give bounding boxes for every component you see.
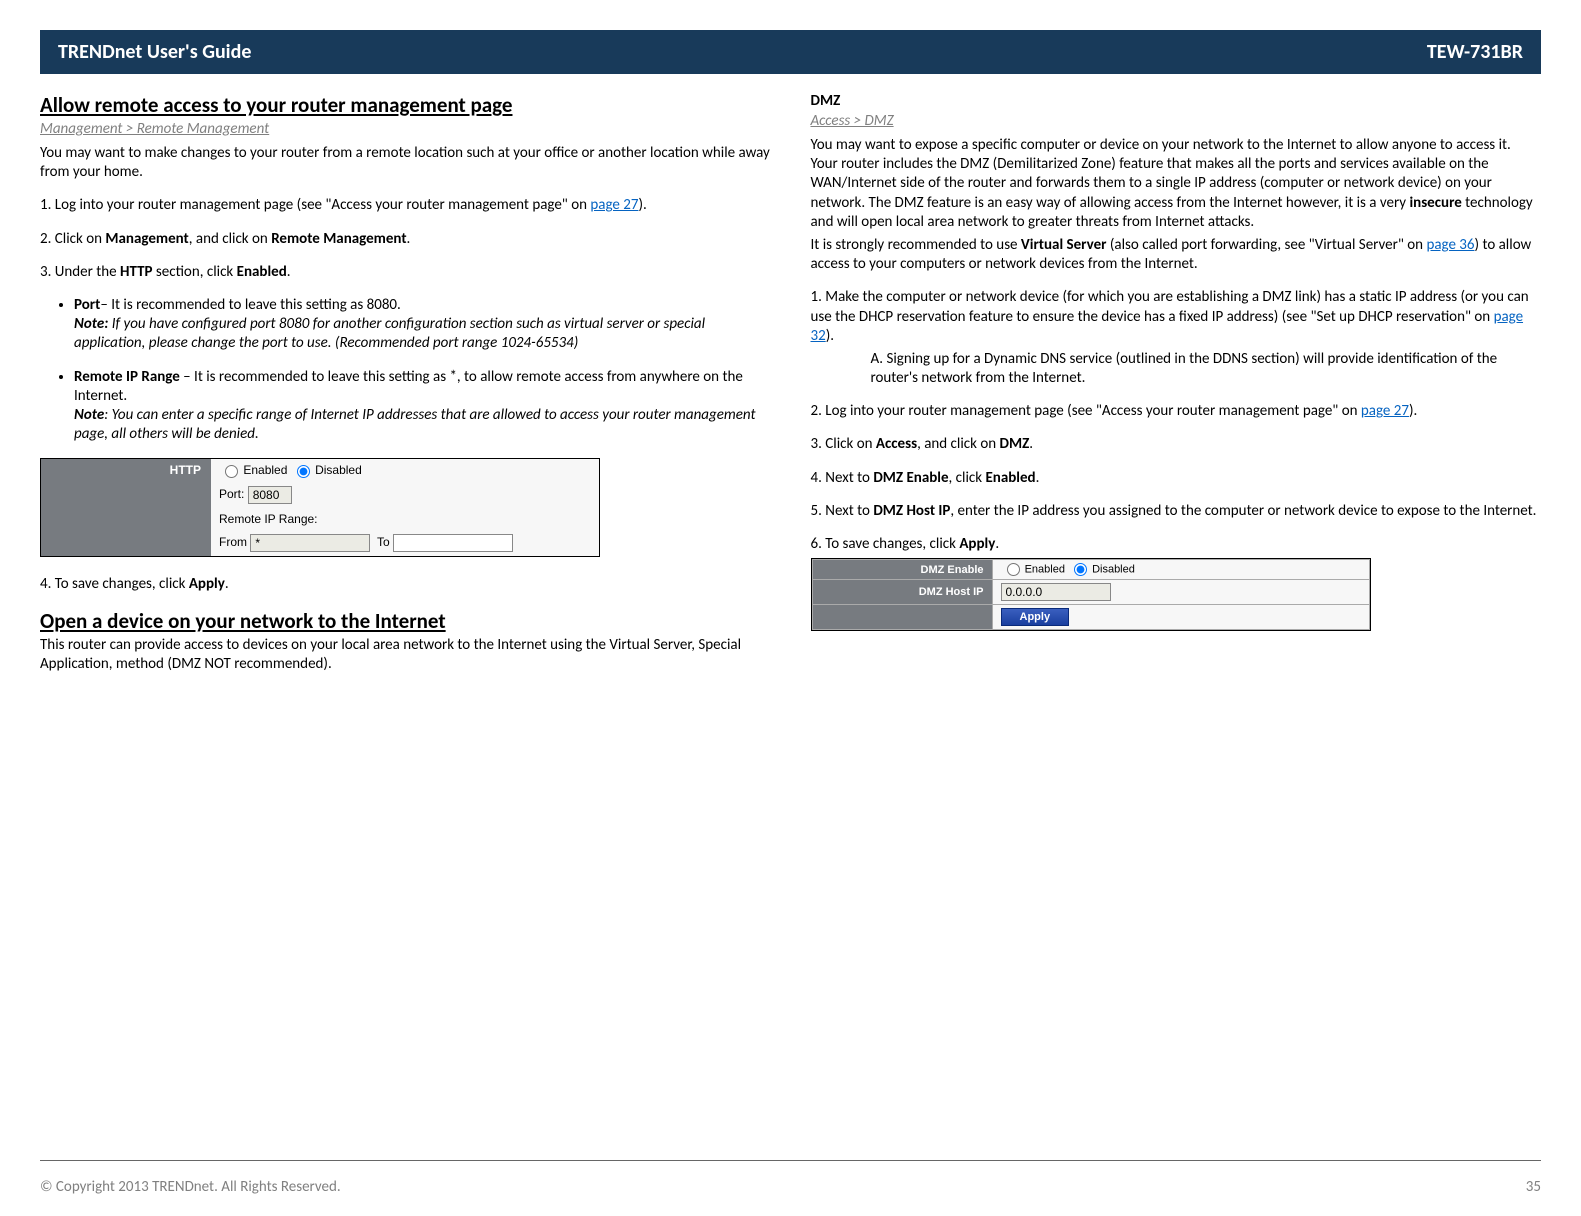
link-page-36[interactable]: page 36: [1426, 236, 1474, 254]
dmz-step-1: 1. Make the computer or network device (…: [811, 288, 1542, 346]
section-title-remote-access: Allow remote access to your router manag…: [40, 92, 771, 118]
footer-rule: [40, 1160, 1541, 1161]
dmz-apply-button[interactable]: Apply: [1001, 608, 1070, 626]
intro-remote: You may want to make changes to your rou…: [40, 144, 771, 182]
http-label-cell: HTTP: [41, 459, 211, 555]
step-4: 4. To save changes, click Apply.: [40, 575, 771, 594]
dmz-intro-p1: You may want to expose a specific comput…: [811, 136, 1542, 232]
dmz-config-screenshot: DMZ Enable Enabled Disabled DMZ Host IP: [811, 558, 1371, 631]
step-3: 3. Under the HTTP section, click Enabled…: [40, 263, 771, 282]
header-bar: TRENDnet User's Guide TEW-731BR: [40, 30, 1541, 74]
dmz-disabled-radio[interactable]: [1074, 563, 1087, 576]
breadcrumb-dmz: Access > DMZ: [811, 112, 1542, 130]
remote-ip-to-input[interactable]: [393, 534, 513, 552]
http-enabled-radio[interactable]: [225, 465, 238, 478]
dmz-step-5: 5. Next to DMZ Host IP, enter the IP add…: [811, 502, 1542, 521]
page-number: 35: [1526, 1178, 1541, 1196]
dmz-step-2: 2. Log into your router management page …: [811, 402, 1542, 421]
bullet-remote-ip: Remote IP Range – It is recommended to l…: [74, 368, 771, 445]
open-device-body: This router can provide access to device…: [40, 636, 771, 674]
dmz-intro-p2: It is strongly recommended to use Virtua…: [811, 236, 1542, 274]
dmz-step-1a: A. Signing up for a Dynamic DNS service …: [811, 350, 1542, 388]
http-config-screenshot: HTTP Enabled Disabled Port: Remot: [40, 458, 600, 556]
breadcrumb-remote-mgmt: Management > Remote Management: [40, 120, 771, 138]
header-title-left: TRENDnet User's Guide: [58, 40, 251, 64]
http-disabled-radio[interactable]: [297, 465, 310, 478]
step-1: 1. Log into your router management page …: [40, 196, 771, 215]
section-title-open-device: Open a device on your network to the Int…: [40, 608, 771, 634]
link-page-27-b[interactable]: page 27: [1361, 402, 1409, 420]
dmz-enabled-radio[interactable]: [1007, 563, 1020, 576]
dmz-heading: DMZ: [811, 92, 1542, 110]
http-port-input[interactable]: [248, 486, 292, 504]
dmz-enable-label: DMZ Enable: [812, 560, 992, 580]
dmz-host-ip-input[interactable]: [1001, 583, 1111, 601]
remote-ip-range-label: Remote IP Range:: [211, 508, 599, 530]
link-page-27[interactable]: page 27: [590, 196, 638, 214]
footer: © Copyright 2013 TRENDnet. All Rights Re…: [40, 1178, 1541, 1196]
left-column: Allow remote access to your router manag…: [40, 92, 771, 688]
dmz-step-4: 4. Next to DMZ Enable, click Enabled.: [811, 469, 1542, 488]
dmz-step-3: 3. Click on Access, and click on DMZ.: [811, 435, 1542, 454]
copyright-text: © Copyright 2013 TRENDnet. All Rights Re…: [40, 1178, 341, 1196]
remote-ip-from-input[interactable]: [250, 534, 370, 552]
right-column: DMZ Access > DMZ You may want to expose …: [811, 92, 1542, 688]
bullet-port: Port– It is recommended to leave this se…: [74, 296, 771, 354]
dmz-host-ip-label: DMZ Host IP: [812, 580, 992, 605]
step-2: 2. Click on Management, and click on Rem…: [40, 230, 771, 249]
header-title-right: TEW-731BR: [1427, 40, 1523, 64]
dmz-step-6: 6. To save changes, click Apply.: [811, 535, 1542, 554]
